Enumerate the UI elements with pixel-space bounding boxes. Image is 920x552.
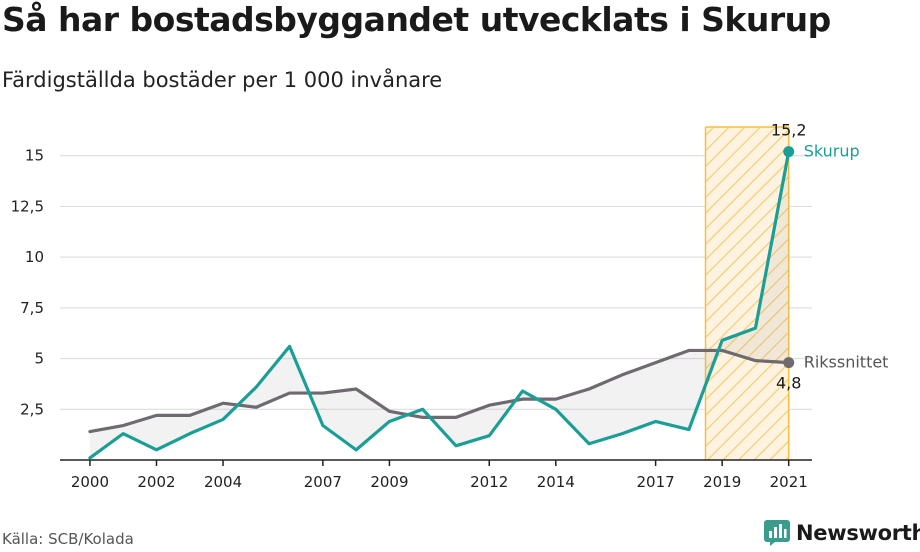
chart-labels: 2,5 5 7,5 10 12,5 15 2000 2002 2004 2007 2009 2012 2… [11, 121, 889, 491]
chart-subtitle: Färdigställda bostäder per 1 000 invånar… [2, 68, 443, 92]
x-tick-label: 2002 [137, 473, 175, 491]
y-tick-label: 10 [25, 248, 44, 266]
x-tick-label: 2012 [470, 473, 508, 491]
y-gridlines [60, 155, 812, 410]
y-tick-label: 2,5 [20, 400, 44, 418]
value-label-skurup: 15,2 [771, 121, 807, 140]
series-label-rikssnittet: Rikssnittet [804, 353, 889, 372]
difference-fill [89, 151, 789, 458]
series-endpoint-skurup [783, 146, 795, 158]
y-tick-label: 5 [34, 350, 44, 368]
value-label-rikssnittet: 4,8 [776, 374, 801, 393]
x-axis [60, 459, 812, 466]
highlight-region [704, 126, 790, 460]
y-tick-label: 12,5 [11, 197, 44, 215]
series-endpoint-rikssnittet [783, 357, 795, 369]
series-line-rikssnittet [88, 348, 791, 434]
newsworthy-chart-icon [764, 520, 790, 546]
y-tick-label: 15 [25, 147, 44, 165]
source-note: Källa: SCB/Kolada [2, 530, 134, 548]
x-tick-label: 2004 [204, 473, 242, 491]
series-label-skurup: Skurup [804, 142, 860, 161]
highlight-hatch [705, 127, 789, 460]
x-tick-label: 2014 [537, 473, 575, 491]
series-lines [88, 146, 795, 460]
chart-title: Så har bostadsbyggandet utvecklats i Sku… [2, 0, 831, 39]
x-tick-label: 2017 [637, 473, 675, 491]
brand-logo: Newsworthy [764, 520, 920, 546]
y-tick-label: 7,5 [20, 299, 44, 317]
brand-name: Newsworthy [796, 521, 920, 545]
x-tick-label: 2000 [71, 473, 109, 491]
difference-area [89, 151, 789, 458]
x-tick-label: 2007 [304, 473, 342, 491]
x-tick-label: 2021 [770, 473, 808, 491]
x-tick-label: 2009 [370, 473, 408, 491]
series-line-skurup [88, 150, 791, 460]
x-tick-label: 2019 [703, 473, 741, 491]
